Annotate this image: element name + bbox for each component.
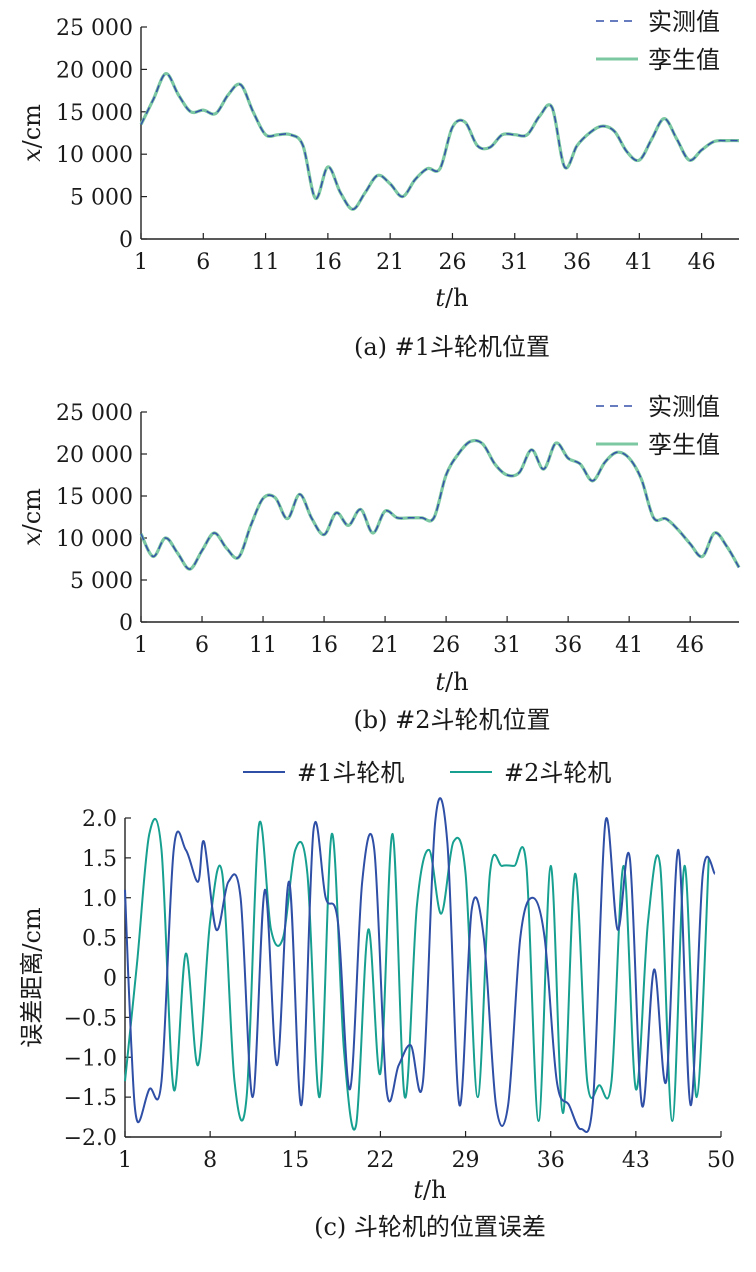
legend-label-measured: 实测值 — [648, 8, 720, 36]
y-axis-label: 误差距离/cm — [18, 907, 46, 1048]
y-tick-label: 20 000 — [56, 443, 133, 468]
x-axis-label: t/h — [413, 1176, 446, 1204]
y-tick-label: 10 000 — [56, 143, 133, 168]
chart-caption: (b) #2斗轮机位置 — [353, 706, 550, 734]
y-tick-label: −1.0 — [64, 1046, 117, 1071]
x-tick-label: 15 — [281, 1148, 309, 1173]
x-tick-label: 46 — [676, 633, 704, 658]
y-tick-label: 0.5 — [82, 927, 117, 952]
x-tick-label: 1 — [134, 633, 148, 658]
y-tick-label: 10 000 — [56, 527, 133, 552]
y-tick-label: −0.5 — [64, 1006, 117, 1031]
x-tick-label: 29 — [452, 1148, 480, 1173]
y-tick-label: −1.5 — [64, 1086, 117, 1111]
series-line-twin — [139, 438, 741, 571]
x-tick-label: 50 — [707, 1148, 735, 1173]
legend-label-twin: 孪生值 — [648, 431, 720, 459]
x-tick-label: 11 — [249, 633, 277, 658]
series-line-1 — [124, 797, 716, 1134]
y-tick-label: 1.5 — [82, 847, 117, 872]
x-tick-label: 43 — [622, 1148, 650, 1173]
x-tick-label: 46 — [688, 250, 716, 275]
x-tick-label: 41 — [625, 250, 653, 275]
x-tick-label: 31 — [501, 250, 529, 275]
y-tick-label: 5 000 — [70, 569, 133, 594]
y-tick-label: 5 000 — [70, 186, 133, 211]
x-tick-label: 21 — [376, 250, 404, 275]
x-tick-label: 21 — [371, 633, 399, 658]
chart-caption: (c) 斗轮机的位置误差 — [314, 1213, 546, 1241]
series-line-2 — [124, 817, 710, 1131]
chart-caption: (a) #1斗轮机位置 — [354, 333, 550, 361]
x-tick-label: 36 — [554, 633, 582, 658]
x-tick-label: 11 — [252, 250, 280, 275]
x-tick-label: 8 — [203, 1148, 217, 1173]
y-axis-label: x/cm — [18, 488, 46, 546]
x-tick-label: 36 — [537, 1148, 565, 1173]
x-tick-label: 6 — [195, 633, 209, 658]
x-tick-label: 41 — [615, 633, 643, 658]
y-axis-label: x/cm — [18, 104, 46, 162]
y-tick-label: 15 000 — [56, 101, 133, 126]
x-tick-label: 26 — [432, 633, 460, 658]
legend-label-measured: 实测值 — [648, 393, 720, 421]
x-axis-label: t/h — [435, 284, 468, 312]
y-tick-label: 0 — [103, 967, 117, 992]
y-tick-label: −2.0 — [64, 1126, 117, 1151]
x-tick-label: 31 — [493, 633, 521, 658]
y-tick-label: 20 000 — [56, 58, 133, 83]
x-tick-label: 1 — [118, 1148, 132, 1173]
legend-label-1: #1斗轮机 — [297, 759, 404, 787]
x-tick-label: 26 — [438, 250, 466, 275]
y-tick-label: 25 000 — [56, 401, 133, 426]
x-tick-label: 6 — [196, 250, 210, 275]
x-tick-label: 22 — [366, 1148, 394, 1173]
y-tick-label: 15 000 — [56, 485, 133, 510]
y-tick-label: 25 000 — [56, 16, 133, 41]
y-tick-label: 0 — [119, 611, 133, 636]
series-line-twin — [139, 72, 740, 211]
series-line-measured — [140, 72, 740, 211]
x-tick-label: 1 — [134, 250, 148, 275]
series-line-measured — [140, 439, 740, 570]
y-tick-label: 0 — [119, 228, 133, 253]
legend-label-twin: 孪生值 — [648, 46, 720, 74]
legend-label-2: #2斗轮机 — [504, 759, 611, 787]
x-tick-label: 16 — [310, 633, 338, 658]
x-axis-label: t/h — [435, 668, 468, 696]
x-tick-label: 16 — [314, 250, 342, 275]
y-tick-label: 2.0 — [82, 807, 117, 832]
y-tick-label: 1.0 — [82, 887, 117, 912]
chart-3: −2.0 −1.5 −1.0 −0.5 0 0.5 1.0 1.5 2.0 1 8 15 22 29 36 4… — [18, 759, 735, 1241]
x-tick-label: 36 — [563, 250, 591, 275]
